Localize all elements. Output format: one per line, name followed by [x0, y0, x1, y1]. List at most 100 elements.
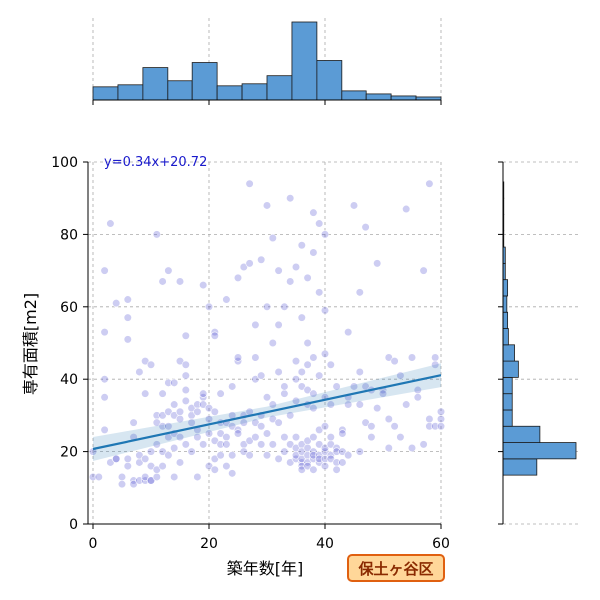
- x-histogram-bar: [266, 75, 293, 101]
- data-point: [303, 360, 312, 369]
- data-point: [309, 433, 318, 442]
- data-point: [361, 418, 370, 427]
- data-point: [152, 230, 161, 239]
- data-point: [135, 476, 144, 485]
- data-point: [268, 338, 277, 348]
- data-point: [320, 461, 330, 471]
- data-point: [280, 302, 289, 311]
- y-tick-label: 80: [60, 227, 78, 243]
- data-point: [344, 451, 353, 460]
- data-point: [204, 429, 214, 438]
- data-point: [338, 429, 347, 438]
- data-point: [268, 440, 277, 449]
- data-point: [216, 429, 225, 438]
- data-point: [152, 440, 161, 449]
- data-point: [112, 299, 121, 308]
- data-point: [361, 223, 370, 232]
- data-point: [402, 204, 411, 214]
- data-point: [262, 429, 272, 438]
- data-point: [100, 328, 109, 337]
- data-point: [297, 447, 306, 456]
- data-point: [291, 443, 301, 453]
- x-histogram-bar: [117, 84, 144, 101]
- data-point: [303, 461, 312, 471]
- data-point: [297, 465, 306, 474]
- data-point: [309, 248, 318, 257]
- data-point: [199, 280, 208, 290]
- data-point: [187, 411, 196, 420]
- data-point: [193, 433, 202, 442]
- x-tick-label: 0: [89, 536, 98, 552]
- data-point: [245, 436, 254, 445]
- data-point: [216, 440, 225, 449]
- y-histogram-bar: [502, 279, 509, 297]
- data-point: [315, 440, 324, 449]
- data-point: [216, 451, 225, 460]
- data-point: [239, 440, 248, 449]
- data-point: [332, 447, 341, 456]
- data-point: [233, 273, 243, 282]
- data-point: [181, 396, 190, 406]
- data-point: [274, 367, 283, 377]
- data-point: [164, 266, 173, 275]
- data-point: [100, 266, 109, 275]
- data-point: [326, 454, 335, 463]
- y-tick-label: 100: [51, 155, 78, 171]
- data-point: [309, 465, 318, 474]
- data-point: [436, 407, 446, 416]
- y-axis-title: 専有面積[m2]: [21, 293, 40, 395]
- data-point: [274, 320, 283, 330]
- data-point: [112, 454, 121, 463]
- data-point: [303, 443, 312, 453]
- data-point: [170, 443, 179, 453]
- data-point: [384, 414, 393, 424]
- data-point: [320, 306, 330, 315]
- data-point: [239, 447, 248, 456]
- y-tick-label: 40: [60, 372, 78, 388]
- y-histogram-bar: [502, 425, 541, 443]
- data-point: [384, 443, 393, 453]
- y-histogram-bar: [502, 393, 513, 411]
- data-point: [222, 440, 231, 449]
- data-point: [175, 433, 185, 442]
- data-point: [309, 389, 318, 398]
- data-point: [291, 357, 301, 366]
- x-histogram-bar: [92, 86, 119, 101]
- data-point: [291, 262, 301, 272]
- data-point: [419, 266, 428, 275]
- data-point: [193, 400, 202, 409]
- x-histogram-bar: [365, 93, 392, 101]
- data-point: [262, 451, 272, 460]
- data-point: [297, 440, 306, 449]
- data-point: [175, 357, 185, 366]
- data-point: [413, 385, 422, 395]
- y-histogram-bar: [502, 295, 508, 313]
- x-histogram-bar: [291, 21, 318, 101]
- data-point: [407, 443, 417, 453]
- data-point: [367, 433, 376, 442]
- data-point: [280, 447, 289, 456]
- data-point: [239, 418, 248, 427]
- data-point: [373, 404, 382, 413]
- data-point: [262, 393, 272, 402]
- data-point: [100, 425, 109, 434]
- data-point: [117, 480, 127, 489]
- data-point: [436, 422, 446, 431]
- data-point: [123, 295, 132, 304]
- data-point: [164, 378, 173, 387]
- data-point: [164, 451, 173, 460]
- data-point: [181, 360, 190, 369]
- data-point: [100, 375, 109, 384]
- data-point: [384, 353, 393, 362]
- data-point: [210, 465, 219, 474]
- data-point: [315, 425, 324, 434]
- y-histogram-bar: [502, 344, 515, 362]
- data-point: [222, 295, 231, 304]
- data-point: [181, 371, 190, 380]
- data-point: [431, 422, 440, 431]
- data-point: [320, 454, 330, 463]
- data-point: [204, 302, 214, 311]
- data-point: [175, 277, 185, 286]
- data-point: [152, 472, 161, 482]
- x-tick-label: 40: [316, 536, 334, 552]
